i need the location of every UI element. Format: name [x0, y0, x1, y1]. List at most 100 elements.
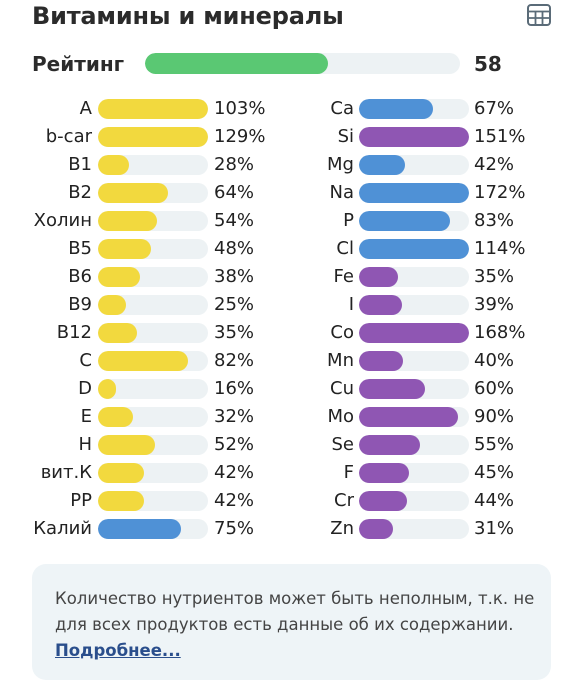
nutrient-bar-fill [98, 463, 145, 483]
nutrient-bar [359, 323, 469, 343]
nutrient-percent: 82% [214, 350, 255, 371]
nutrient-bar-fill [359, 407, 458, 427]
nutrient-bar [359, 379, 469, 399]
nutrient-name: Калий [33, 518, 92, 539]
nutrient-bar-fill [98, 379, 116, 399]
nutrient-bar-fill [359, 295, 402, 315]
nutrient-name: C [79, 350, 92, 371]
nutrient-name: Mg [327, 154, 354, 175]
nutrient-bar [98, 407, 208, 427]
nutrient-name: Co [330, 322, 354, 343]
nutrient-bar-fill [98, 155, 129, 175]
nutrient-percent: 32% [214, 406, 255, 427]
rating-bar-fill [145, 53, 328, 74]
nutrient-percent: 16% [214, 378, 255, 399]
nutrient-percent: 44% [474, 490, 515, 511]
nutrient-name: Mn [327, 350, 354, 371]
nutrient-bar [359, 239, 469, 259]
nutrient-percent: 129% [214, 126, 266, 147]
nutrient-bar [98, 295, 208, 315]
nutrient-name: Cr [334, 490, 354, 511]
nutrient-name: F [343, 462, 354, 483]
nutrient-bar [359, 99, 469, 119]
nutrient-name: Na [329, 182, 355, 203]
nutrient-bar [359, 351, 469, 371]
nutrient-name: Si [337, 126, 354, 147]
nutrient-bar-fill [359, 519, 394, 539]
table-icon[interactable] [527, 4, 551, 26]
nutrient-bar-fill [359, 379, 425, 399]
nutrient-name: Cu [330, 378, 354, 399]
nutrient-percent: 54% [214, 210, 255, 231]
nutrient-percent: 40% [474, 350, 515, 371]
nutrient-percent: 83% [474, 210, 515, 231]
nutrient-name: P [343, 210, 354, 231]
nutrient-percent: 28% [214, 154, 255, 175]
nutrient-bar-fill [359, 491, 408, 511]
nutrient-percent: 52% [214, 434, 255, 455]
nutrient-percent: 55% [474, 434, 515, 455]
nutrient-percent: 67% [474, 98, 515, 119]
nutrient-bar-fill [98, 435, 156, 455]
nutrient-bar-fill [359, 155, 406, 175]
nutrient-bar [98, 239, 208, 259]
nutrient-bar [98, 267, 208, 287]
nutrient-percent: 31% [474, 518, 515, 539]
nutrient-name: PP [70, 490, 92, 511]
nutrient-bar-fill [359, 239, 469, 259]
nutrient-name: Fe [333, 266, 354, 287]
nutrient-bar-fill [98, 99, 208, 119]
nutrient-bar [359, 155, 469, 175]
nutrient-bar-fill [359, 183, 469, 203]
nutrient-percent: 39% [474, 294, 515, 315]
nutrient-bar [359, 519, 469, 539]
nutrient-bar [98, 435, 208, 455]
nutrient-bar [98, 379, 208, 399]
nutrient-bar [98, 519, 208, 539]
nutrient-bar-fill [98, 351, 189, 371]
nutrient-bar [359, 127, 469, 147]
nutrient-bar-fill [98, 239, 151, 259]
nutrient-percent: 168% [474, 322, 526, 343]
nutrient-bar-fill [98, 295, 126, 315]
nutrient-percent: 25% [214, 294, 255, 315]
nutrient-name: Mo [327, 406, 354, 427]
nutrient-bar-fill [359, 351, 403, 371]
rating-label: Рейтинг [32, 52, 125, 76]
nutrient-name: E [80, 406, 92, 427]
nutrient-bar [359, 211, 469, 231]
nutrient-bar-fill [359, 435, 420, 455]
nutrient-name: B1 [68, 154, 92, 175]
nutrient-name: вит.К [40, 462, 92, 483]
nutrient-percent: 42% [474, 154, 515, 175]
nutrient-bar [359, 491, 469, 511]
nutrient-percent: 151% [474, 126, 526, 147]
nutrient-name: Zn [330, 518, 354, 539]
nutrient-name: Ca [330, 98, 354, 119]
nutrient-name: I [348, 294, 354, 315]
nutrient-name: H [78, 434, 92, 455]
nutrient-bar [98, 99, 208, 119]
nutrient-name: B2 [68, 182, 92, 203]
rating-value: 58 [474, 52, 502, 76]
nutrient-name: Se [331, 434, 355, 455]
nutrient-percent: 90% [474, 406, 515, 427]
nutrient-bar [98, 463, 208, 483]
nutrient-bar-fill [98, 407, 134, 427]
nutrient-bar [359, 463, 469, 483]
nutrient-bar-fill [359, 211, 451, 231]
nutrient-percent: 45% [474, 462, 515, 483]
nutrient-bar [98, 183, 208, 203]
nutrient-name: B6 [68, 266, 92, 287]
nutrient-bar-fill [359, 463, 409, 483]
nutrient-bar-fill [98, 183, 169, 203]
nutrient-name: D [78, 378, 92, 399]
nutrient-bar-fill [359, 267, 398, 287]
nutrient-bar-fill [98, 519, 181, 539]
nutrient-bar [98, 211, 208, 231]
nutrient-bar [98, 491, 208, 511]
nutrient-bar [359, 435, 469, 455]
nutrient-name: Холин [33, 210, 92, 231]
more-link[interactable]: Подробнее... [55, 641, 181, 660]
info-note-text: Количество нутриентов может быть неполны… [55, 586, 535, 664]
